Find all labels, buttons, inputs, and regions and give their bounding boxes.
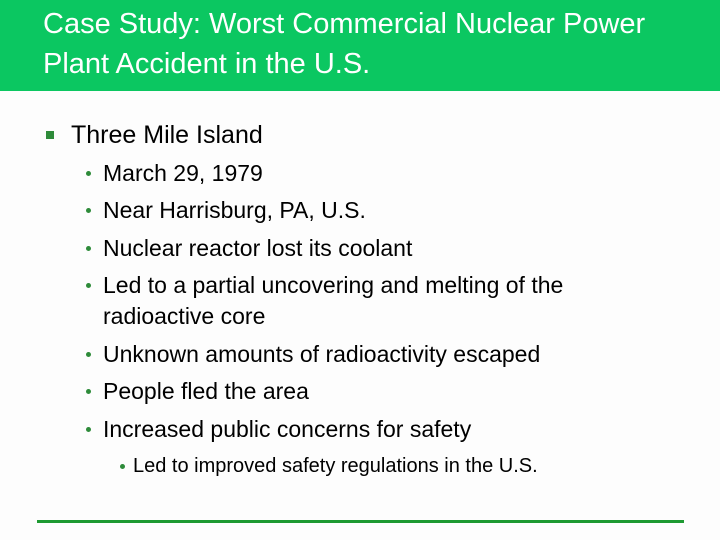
dot-bullet-icon (86, 427, 91, 432)
dot-bullet-icon (120, 464, 125, 469)
dot-bullet-icon (86, 246, 91, 251)
dot-bullet-icon (86, 352, 91, 357)
sub-bullet: March 29, 1979 (86, 158, 646, 189)
footer-divider (37, 520, 684, 523)
sub-bullet-text: Near Harrisburg, PA, U.S. (103, 197, 366, 223)
sub-bullet: Increased public concerns for safety (86, 414, 646, 445)
dot-bullet-icon (86, 171, 91, 176)
sub-bullet-text: Nuclear reactor lost its coolant (103, 235, 413, 261)
sub-bullet: Near Harrisburg, PA, U.S. (86, 195, 646, 226)
sub-bullet-text: Led to a partial uncovering and melting … (103, 272, 564, 329)
dot-bullet-icon (86, 208, 91, 213)
main-bullet-text: Three Mile Island (71, 121, 263, 149)
sub-sub-bullet: Led to improved safety regulations in th… (120, 452, 538, 480)
sub-bullet: Nuclear reactor lost its coolant (86, 233, 646, 264)
sub-bullet: Unknown amounts of radioactivity escaped (86, 339, 646, 370)
sub-bullet-text: People fled the area (103, 378, 309, 404)
sub-bullet-text: Unknown amounts of radioactivity escaped (103, 341, 541, 367)
square-bullet-icon (46, 131, 54, 139)
sub-bullet: Led to a partial uncovering and melting … (86, 270, 631, 332)
title-bar: Case Study: Worst Commercial Nuclear Pow… (0, 0, 720, 91)
slide-title: Case Study: Worst Commercial Nuclear Pow… (43, 8, 646, 80)
sub-bullet-text: Increased public concerns for safety (103, 416, 472, 442)
dot-bullet-icon (86, 389, 91, 394)
dot-bullet-icon (86, 283, 91, 288)
sub-bullet: People fled the area (86, 376, 646, 407)
sub-sub-bullet-text: Led to improved safety regulations in th… (133, 455, 538, 477)
sub-bullet-text: March 29, 1979 (103, 160, 263, 186)
